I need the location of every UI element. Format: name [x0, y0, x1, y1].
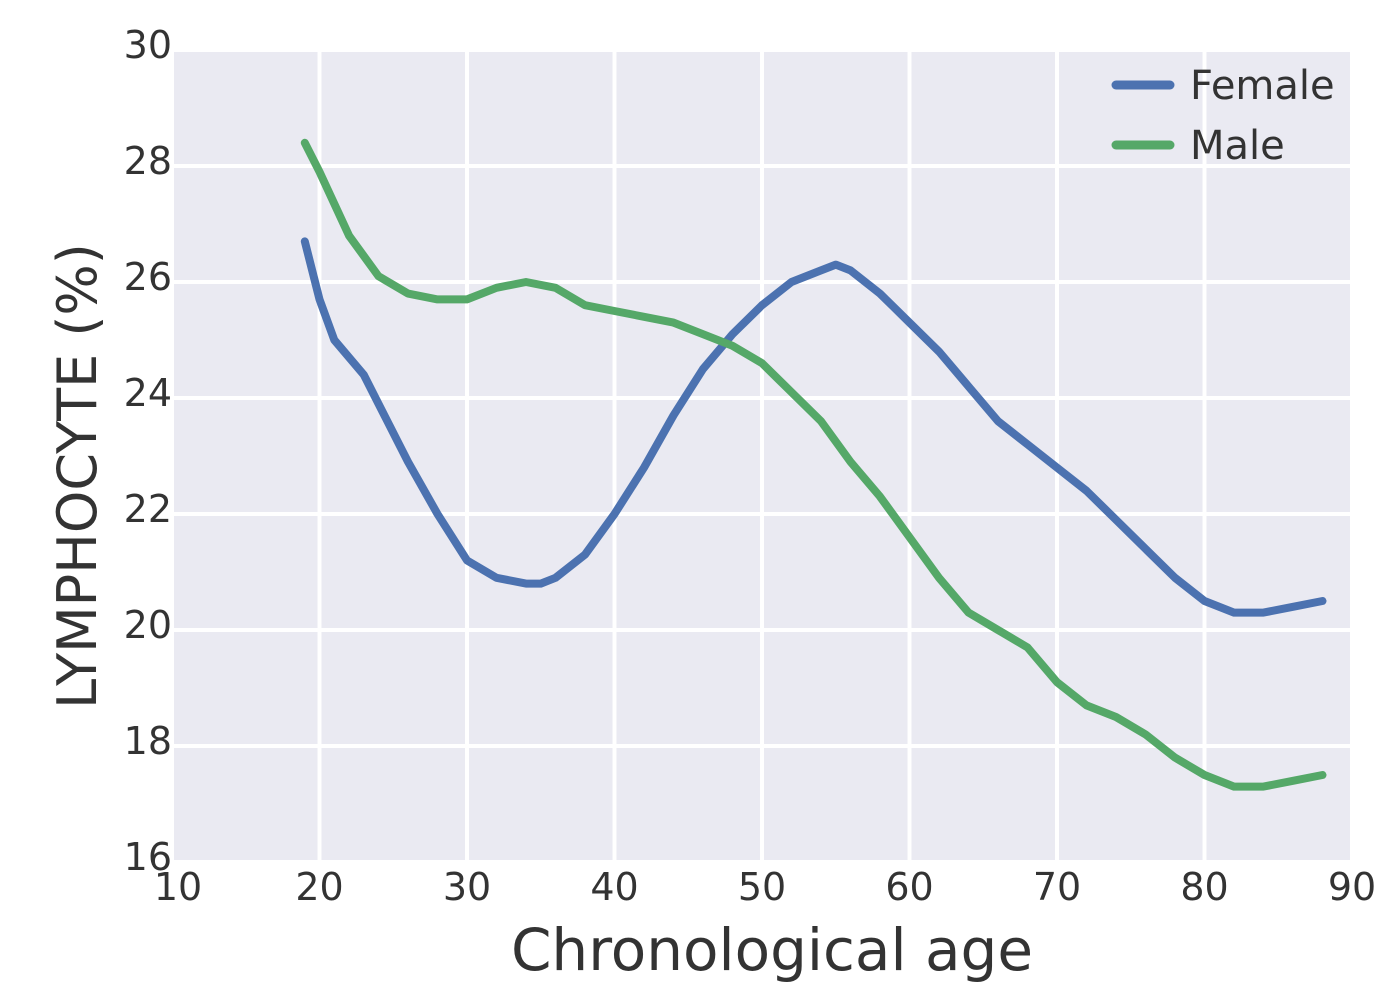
x-tick-labels: 10 20 30 40 50 60 70 80 90 [154, 865, 1376, 909]
legend-label-female: Female [1190, 63, 1335, 109]
x-tick-label: 70 [1033, 865, 1081, 909]
x-tick-label: 50 [738, 865, 786, 909]
y-tick-label: 16 [124, 835, 172, 879]
y-axis-label: LYMPHOCYTE (%) [46, 243, 109, 709]
x-axis-label: Chronological age [511, 916, 1033, 984]
y-tick-label: 18 [124, 719, 172, 763]
series-line-male [300, 138, 1327, 791]
y-tick-label: 24 [124, 371, 172, 415]
x-tick-label: 80 [1180, 865, 1228, 909]
y-tick-label: 22 [124, 487, 172, 531]
legend: Female Male [1111, 63, 1335, 169]
x-tick-label: 30 [443, 865, 491, 909]
y-tick-label: 28 [124, 139, 172, 183]
y-tick-label: 30 [124, 23, 172, 67]
x-tick-label: 40 [590, 865, 638, 909]
x-tick-label: 60 [885, 865, 933, 909]
y-tick-label: 26 [124, 255, 172, 299]
legend-label-male: Male [1190, 123, 1285, 169]
y-tick-label: 20 [124, 603, 172, 647]
series-line-female [300, 237, 1327, 617]
y-tick-labels: 16 18 20 22 24 26 28 30 [124, 23, 172, 879]
series-lines [300, 138, 1327, 791]
x-tick-label: 90 [1328, 865, 1376, 909]
x-tick-label: 20 [295, 865, 343, 909]
x-gridlines [170, 50, 1354, 862]
x-tick-label: 10 [154, 865, 202, 909]
